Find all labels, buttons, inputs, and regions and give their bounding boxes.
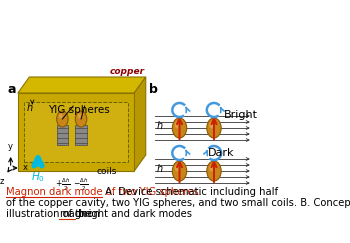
Bar [18, 93, 134, 171]
Circle shape [175, 122, 180, 129]
Circle shape [207, 161, 221, 181]
Text: y: y [8, 142, 13, 151]
Text: a: a [8, 83, 16, 96]
Text: $H_0$: $H_0$ [31, 170, 45, 184]
Circle shape [59, 113, 62, 119]
Text: h: h [27, 103, 33, 113]
Text: bright and dark modes: bright and dark modes [75, 209, 192, 219]
Bar [57, 125, 68, 145]
Circle shape [175, 165, 180, 172]
Text: b: b [149, 83, 158, 96]
Circle shape [57, 111, 68, 127]
Bar [75, 125, 87, 145]
Polygon shape [18, 77, 146, 93]
Text: A. Device schematic including half: A. Device schematic including half [102, 187, 278, 197]
Text: Magnon dark mode of two YIG spheres.: Magnon dark mode of two YIG spheres. [6, 187, 202, 197]
Circle shape [75, 111, 87, 127]
Text: Bright: Bright [224, 110, 258, 120]
Text: h: h [156, 121, 163, 131]
Circle shape [209, 122, 214, 129]
Text: h: h [156, 164, 163, 174]
Circle shape [172, 161, 187, 181]
Polygon shape [134, 77, 146, 171]
Circle shape [172, 118, 187, 138]
Circle shape [77, 113, 81, 119]
Text: YIG spheres: YIG spheres [48, 105, 110, 115]
Text: $+\frac{\Delta h}{2}$: $+\frac{\Delta h}{2}$ [55, 177, 70, 193]
Text: coils: coils [97, 166, 117, 175]
Bar [24, 102, 128, 162]
Text: x: x [23, 164, 28, 173]
Circle shape [207, 118, 221, 138]
Text: $-\frac{\Delta h}{2}$: $-\frac{\Delta h}{2}$ [74, 177, 89, 193]
Text: illustration of the: illustration of the [6, 209, 94, 219]
Circle shape [209, 165, 214, 172]
Text: of the copper cavity, two YIG spheres, and two small coils. B. Conceptual: of the copper cavity, two YIG spheres, a… [6, 198, 350, 208]
Text: magnon: magnon [59, 209, 100, 219]
Text: copper: copper [109, 67, 144, 76]
Text: Dark: Dark [208, 148, 235, 158]
Text: z: z [0, 177, 4, 186]
